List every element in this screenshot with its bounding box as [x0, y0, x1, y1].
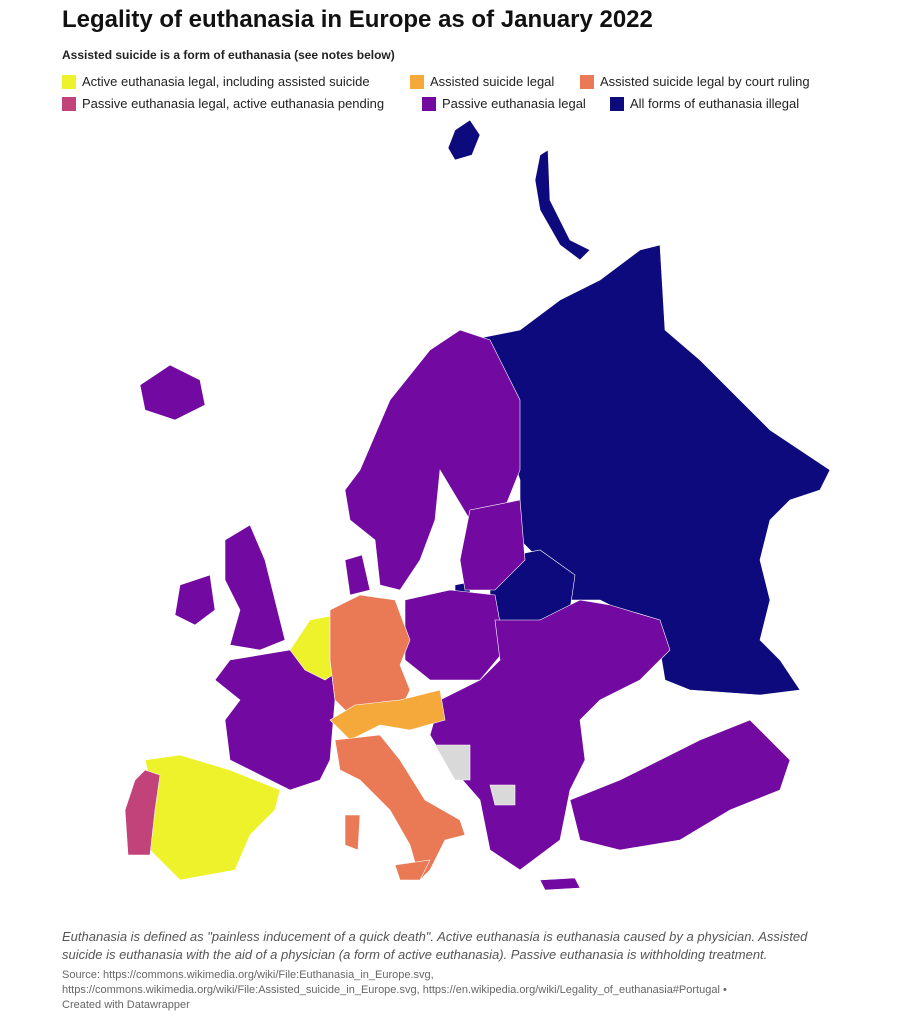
country-region: [174, 574, 216, 626]
legend-label: Passive euthanasia legal: [442, 96, 586, 111]
legend-item: All forms of euthanasia illegal: [610, 96, 799, 111]
legend-swatch: [410, 74, 424, 89]
title: Legality of euthanasia in Europe as of J…: [62, 6, 653, 33]
legend-item: Passive euthanasia legal: [422, 96, 586, 111]
notes: Euthanasia is defined as "painless induc…: [62, 929, 808, 962]
no-data-region: [434, 744, 471, 781]
no-data-region: [489, 784, 516, 806]
country-region: [344, 554, 371, 596]
source-line: https://commons.wikimedia.org/wiki/File:…: [62, 984, 727, 996]
legend-label: Assisted suicide legal by court ruling: [600, 74, 810, 89]
map: [124, 119, 831, 891]
country-region: [334, 734, 466, 881]
legend-item: Assisted suicide legal by court ruling: [580, 74, 810, 89]
legend-label: All forms of euthanasia illegal: [630, 96, 800, 111]
legend-item: Passive euthanasia legal, active euthana…: [62, 96, 384, 111]
country-region: [344, 329, 521, 591]
country-region: [124, 769, 161, 856]
country-region: [329, 594, 411, 716]
country-region: [447, 119, 481, 161]
source: Source: https://commons.wikimedia.org/wi…: [62, 968, 727, 1013]
legend-swatch: [580, 74, 594, 89]
country-region: [459, 499, 526, 591]
legend-item: Active euthanasia legal, including assis…: [62, 74, 370, 89]
legend-swatch: [610, 96, 624, 111]
legend-item: Assisted suicide legal: [410, 74, 554, 89]
country-region: [344, 814, 361, 851]
legend-label: Active euthanasia legal, including assis…: [82, 74, 370, 89]
country-region: [329, 689, 446, 741]
legend-swatch: [62, 74, 76, 89]
country-region: [534, 149, 591, 261]
legend-label: Passive euthanasia legal, active euthana…: [82, 96, 385, 111]
legend-label: Assisted suicide legal: [430, 74, 555, 89]
subtitle: Assisted suicide is a form of euthanasia…: [62, 48, 395, 62]
source-line: Created with Datawrapper: [62, 999, 190, 1011]
country-region: [539, 877, 581, 891]
legend-swatch: [422, 96, 436, 111]
country-region: [404, 589, 506, 681]
legend-swatch: [62, 96, 76, 111]
country-region: [139, 364, 206, 421]
country-region: [394, 859, 431, 881]
country-region: [569, 719, 791, 851]
country-region: [224, 524, 286, 651]
source-line: Source: https://commons.wikimedia.org/wi…: [62, 969, 434, 981]
